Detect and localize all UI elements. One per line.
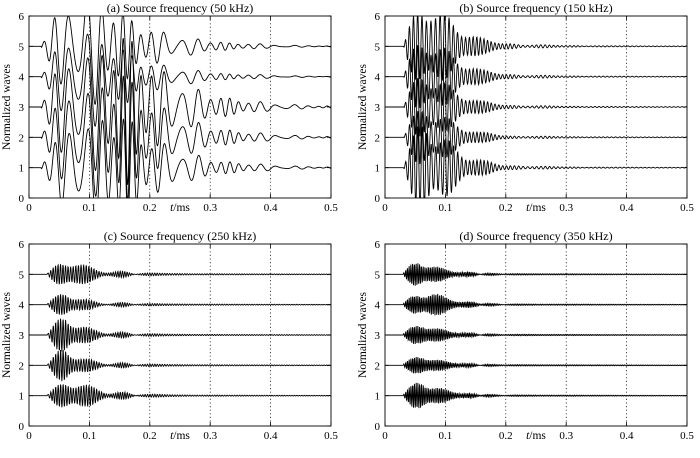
x-tick-label: 0.5 [324,430,338,442]
x-tick-label: 0.1 [439,202,453,214]
x-axis-label-unit: /ms [529,430,546,442]
x-tick-label: 0.3 [203,430,217,442]
waveform-trace [29,33,331,127]
x-tick-label: 0.2 [499,202,513,214]
chart-panel-2: 0 0.1 0.2 0.3 0.4 0.5 0 1 2 3 4 5 6 (b) Source freque… [357,1,694,214]
x-tick-label: 0.3 [559,430,573,442]
x-axis-label-symbol: t [170,430,174,442]
waveform-trace [29,75,331,198]
y-tick-label: 5 [19,41,25,53]
x-tick-label: 0.3 [203,202,217,214]
x-tick-label: 0.5 [680,202,694,214]
y-tick-label: 3 [375,330,381,342]
y-tick-label: 0 [19,421,25,433]
x-tick-label: 0.3 [559,202,573,214]
x-tick-label: 0.1 [83,202,97,214]
x-axis-label: t/ms [526,430,546,442]
waveform-trace [29,384,331,408]
x-tick-label: 0.4 [620,430,634,442]
y-tick-label: 4 [19,300,25,312]
x-tick-label: 0 [382,202,388,214]
x-tick-label: 0.4 [264,202,278,214]
x-axis-label: t/ms [526,202,546,214]
x-tick-label: 0 [382,430,388,442]
waveform-trace [385,357,687,374]
y-tick-label: 0 [19,193,25,205]
y-tick-label: 5 [19,269,25,281]
waveform-trace [385,110,687,165]
y-tick-label: 6 [375,239,381,251]
y-tick-label: 5 [375,269,381,281]
y-tick-label: 2 [19,360,25,372]
chart-panel-4: 0 0.1 0.2 0.3 0.4 0.5 0 1 2 3 4 5 6 (d) Source freque… [357,229,694,442]
y-tick-label: 6 [19,239,25,251]
x-tick-label: 0.5 [324,202,338,214]
waveform-trace [385,16,687,81]
waveform-trace [385,382,687,409]
y-tick-label: 4 [375,72,381,84]
y-tick-label: 2 [375,132,381,144]
y-tick-label: 2 [375,360,381,372]
x-axis-label-symbol: t [526,202,530,214]
x-tick-label: 0.1 [439,430,453,442]
x-tick-label: 0.2 [143,430,157,442]
y-tick-label: 6 [375,11,381,23]
x-axis-label-unit: /ms [173,202,190,214]
y-axis-label: Normalized waves [357,64,369,150]
waveform-trace [29,118,331,198]
x-tick-label: 0.2 [143,202,157,214]
y-tick-label: 3 [19,330,25,342]
waveform-trace [29,263,331,285]
x-tick-label: 0.4 [264,430,278,442]
y-tick-label: 5 [375,41,381,53]
x-tick-label: 0.5 [680,430,694,442]
y-axis-label: Normalized waves [1,292,13,378]
y-axis-label: Normalized waves [1,64,13,150]
x-tick-label: 0 [26,430,32,442]
x-tick-label: 0.2 [499,430,513,442]
panel-title: (c) Source frequency (250 kHz) [104,229,257,243]
waveform-trace [29,294,331,315]
x-axis-label-symbol: t [170,202,174,214]
y-tick-label: 3 [375,102,381,114]
x-tick-label: 0 [26,202,32,214]
y-tick-label: 1 [375,391,381,403]
y-tick-label: 2 [19,132,25,144]
waveform-trace [29,349,331,382]
waveform-trace [385,77,687,137]
waveform-trace [29,38,331,185]
y-axis-label: Normalized waves [357,292,369,378]
waveform-trace [385,263,687,286]
y-tick-label: 1 [19,163,25,175]
y-tick-label: 4 [19,72,25,84]
x-axis-label-unit: /ms [173,430,190,442]
chart-panel-1: 0 0.1 0.2 0.3 0.4 0.5 0 1 2 3 4 5 6 (a) Source freque… [1,1,338,214]
y-tick-label: 1 [19,391,25,403]
waveform-trace [385,126,687,198]
waveform-trace [385,326,687,344]
panel-title: (d) Source frequency (350 kHz) [459,229,612,243]
y-tick-label: 4 [375,300,381,312]
panel-title: (a) Source frequency (50 kHz) [107,1,254,15]
x-axis-label-unit: /ms [529,202,546,214]
y-tick-label: 6 [19,11,25,23]
y-tick-label: 0 [375,193,381,205]
chart-panel-3: 0 0.1 0.2 0.3 0.4 0.5 0 1 2 3 4 5 6 (c) Source freque… [1,229,338,442]
y-tick-label: 3 [19,102,25,114]
x-tick-label: 0.1 [83,430,97,442]
y-tick-label: 1 [375,163,381,175]
waveform-trace [29,16,331,106]
waveform-trace [29,318,331,352]
x-axis-label: t/ms [170,430,190,442]
panel-title: (b) Source frequency (150 kHz) [459,1,612,15]
x-tick-label: 0.4 [620,202,634,214]
x-axis-label-symbol: t [526,430,530,442]
waveform-trace [385,293,687,316]
x-axis-label: t/ms [170,202,190,214]
y-tick-label: 0 [375,421,381,433]
waveform-trace [385,44,687,108]
